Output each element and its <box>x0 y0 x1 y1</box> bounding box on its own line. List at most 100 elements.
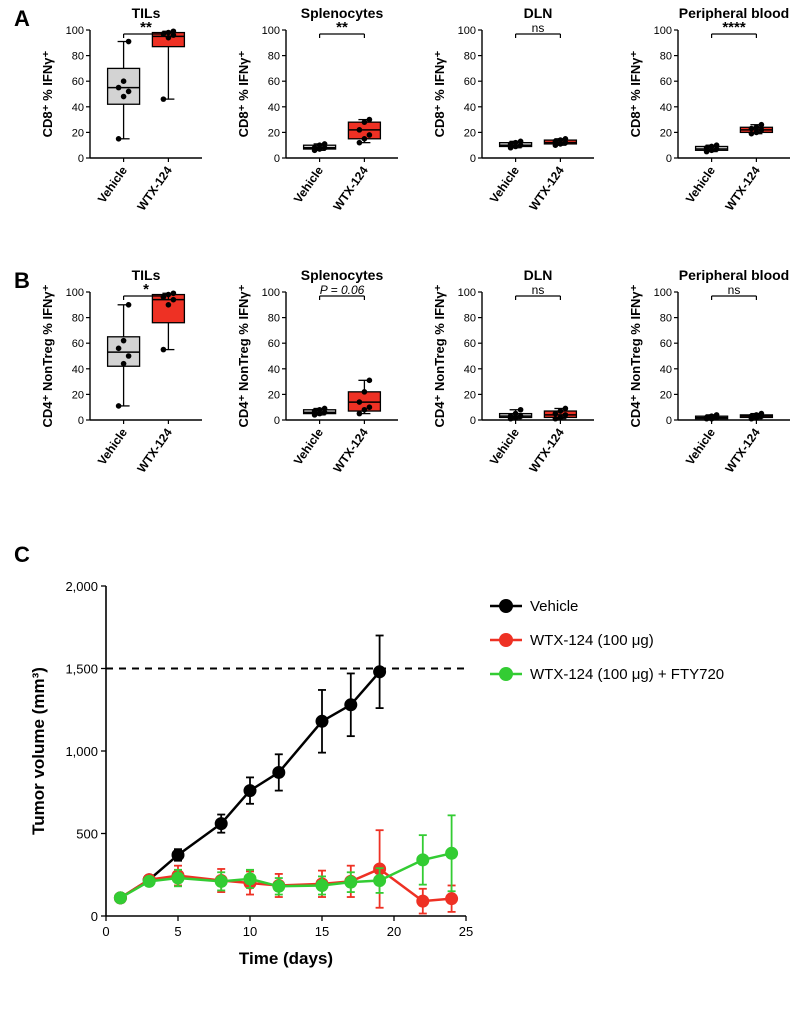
svg-text:ns: ns <box>532 283 545 297</box>
svg-text:Vehicle: Vehicle <box>683 163 718 205</box>
svg-text:CD8⁺ % IFNγ⁺: CD8⁺ % IFNγ⁺ <box>236 51 251 138</box>
svg-text:40: 40 <box>72 102 84 114</box>
svg-text:60: 60 <box>72 76 84 88</box>
svg-text:60: 60 <box>268 76 280 88</box>
svg-text:100: 100 <box>66 25 84 37</box>
svg-text:40: 40 <box>464 364 476 376</box>
svg-text:100: 100 <box>458 287 476 299</box>
svg-text:0: 0 <box>102 924 109 939</box>
svg-text:80: 80 <box>268 313 280 325</box>
box-chart: DLN020406080100CD4⁺ NonTreg % IFNγ⁺Vehic… <box>430 264 602 474</box>
svg-text:80: 80 <box>464 51 476 63</box>
svg-text:60: 60 <box>464 338 476 350</box>
panel-b-row: TILs020406080100CD4⁺ NonTreg % IFNγ⁺Vehi… <box>38 264 797 474</box>
svg-text:100: 100 <box>262 25 280 37</box>
svg-text:0: 0 <box>666 415 672 427</box>
svg-text:20: 20 <box>660 389 672 401</box>
box-chart: Peripheral blood020406080100CD8⁺ % IFNγ⁺… <box>626 2 797 212</box>
svg-text:CD4⁺ NonTreg % IFNγ⁺: CD4⁺ NonTreg % IFNγ⁺ <box>628 284 643 427</box>
svg-text:ns: ns <box>532 21 545 35</box>
svg-text:CD4⁺ NonTreg % IFNγ⁺: CD4⁺ NonTreg % IFNγ⁺ <box>40 284 55 427</box>
svg-text:60: 60 <box>464 76 476 88</box>
svg-text:WTX-124: WTX-124 <box>330 163 371 212</box>
svg-text:Vehicle: Vehicle <box>95 425 130 467</box>
svg-text:80: 80 <box>464 313 476 325</box>
svg-text:WTX-124: WTX-124 <box>722 425 763 474</box>
svg-text:20: 20 <box>464 127 476 139</box>
svg-text:80: 80 <box>72 51 84 63</box>
svg-text:25: 25 <box>459 924 473 939</box>
svg-text:ns: ns <box>728 283 741 297</box>
svg-text:80: 80 <box>268 51 280 63</box>
panel-label-a: A <box>14 6 30 32</box>
svg-text:Vehicle: Vehicle <box>291 163 326 205</box>
svg-text:**: ** <box>140 19 152 36</box>
svg-text:CD4⁺ NonTreg % IFNγ⁺: CD4⁺ NonTreg % IFNγ⁺ <box>236 284 251 427</box>
svg-text:80: 80 <box>660 51 672 63</box>
svg-text:DLN: DLN <box>524 267 553 283</box>
svg-text:WTX-124: WTX-124 <box>330 425 371 474</box>
svg-text:1,500: 1,500 <box>65 662 98 677</box>
svg-text:Time (days): Time (days) <box>239 949 333 968</box>
svg-text:CD4⁺ NonTreg % IFNγ⁺: CD4⁺ NonTreg % IFNγ⁺ <box>432 284 447 427</box>
svg-text:CD8⁺ % IFNγ⁺: CD8⁺ % IFNγ⁺ <box>628 51 643 138</box>
box-chart: TILs020406080100CD8⁺ % IFNγ⁺VehicleWTX-1… <box>38 2 210 212</box>
svg-text:500: 500 <box>76 827 98 842</box>
svg-text:Vehicle: Vehicle <box>487 163 522 205</box>
svg-text:CD8⁺ % IFNγ⁺: CD8⁺ % IFNγ⁺ <box>40 51 55 138</box>
box-chart: Splenocytes020406080100CD4⁺ NonTreg % IF… <box>234 264 406 474</box>
svg-text:40: 40 <box>660 364 672 376</box>
svg-text:40: 40 <box>268 364 280 376</box>
svg-text:0: 0 <box>274 415 280 427</box>
svg-text:60: 60 <box>72 338 84 350</box>
svg-text:100: 100 <box>66 287 84 299</box>
svg-text:WTX-124: WTX-124 <box>134 163 175 212</box>
svg-text:20: 20 <box>387 924 401 939</box>
svg-text:20: 20 <box>660 127 672 139</box>
svg-text:Vehicle: Vehicle <box>291 425 326 467</box>
svg-text:P = 0.06: P = 0.06 <box>320 283 365 297</box>
svg-text:2,000: 2,000 <box>65 579 98 594</box>
svg-text:0: 0 <box>78 415 84 427</box>
svg-text:0: 0 <box>470 153 476 165</box>
svg-text:15: 15 <box>315 924 329 939</box>
svg-text:0: 0 <box>91 909 98 924</box>
svg-text:80: 80 <box>72 313 84 325</box>
panel-c-chart: 0 500 1,000 1,500 2,000 0 5 10 15 20 25 Time (days)… <box>20 566 780 996</box>
svg-text:*: * <box>143 281 149 298</box>
svg-text:WTX-124: WTX-124 <box>526 163 567 212</box>
svg-text:0: 0 <box>666 153 672 165</box>
svg-text:Peripheral blood: Peripheral blood <box>679 267 789 283</box>
svg-text:10: 10 <box>243 924 257 939</box>
svg-text:5: 5 <box>174 924 181 939</box>
figure-root: A B C TILs020406080100CD8⁺ % IFNγ⁺Vehicl… <box>0 0 797 1021</box>
svg-text:100: 100 <box>654 25 672 37</box>
svg-text:Vehicle: Vehicle <box>683 425 718 467</box>
svg-text:WTX-124 (100 μg): WTX-124 (100 μg) <box>530 632 654 649</box>
svg-text:20: 20 <box>72 389 84 401</box>
box-chart: DLN020406080100CD8⁺ % IFNγ⁺VehicleWTX-12… <box>430 2 602 212</box>
svg-text:0: 0 <box>470 415 476 427</box>
svg-text:20: 20 <box>268 389 280 401</box>
svg-text:100: 100 <box>262 287 280 299</box>
svg-text:**: ** <box>336 19 348 36</box>
svg-text:WTX-124: WTX-124 <box>722 163 763 212</box>
svg-text:WTX-124 (100 μg) + FTY720: WTX-124 (100 μg) + FTY720 <box>530 666 724 683</box>
panel-a-row: TILs020406080100CD8⁺ % IFNγ⁺VehicleWTX-1… <box>38 2 797 212</box>
svg-text:Vehicle: Vehicle <box>530 598 578 615</box>
svg-text:20: 20 <box>268 127 280 139</box>
svg-text:80: 80 <box>660 313 672 325</box>
svg-text:60: 60 <box>660 338 672 350</box>
svg-text:Tumor volume (mm³): Tumor volume (mm³) <box>29 667 48 835</box>
svg-text:0: 0 <box>274 153 280 165</box>
svg-text:100: 100 <box>458 25 476 37</box>
svg-text:Vehicle: Vehicle <box>95 163 130 205</box>
box-chart: Splenocytes020406080100CD8⁺ % IFNγ⁺Vehic… <box>234 2 406 212</box>
box-chart: TILs020406080100CD4⁺ NonTreg % IFNγ⁺Vehi… <box>38 264 210 474</box>
svg-text:WTX-124: WTX-124 <box>134 425 175 474</box>
svg-text:1,000: 1,000 <box>65 744 98 759</box>
svg-text:60: 60 <box>268 338 280 350</box>
box-chart: Peripheral blood020406080100CD4⁺ NonTreg… <box>626 264 797 474</box>
svg-text:20: 20 <box>464 389 476 401</box>
svg-text:20: 20 <box>72 127 84 139</box>
